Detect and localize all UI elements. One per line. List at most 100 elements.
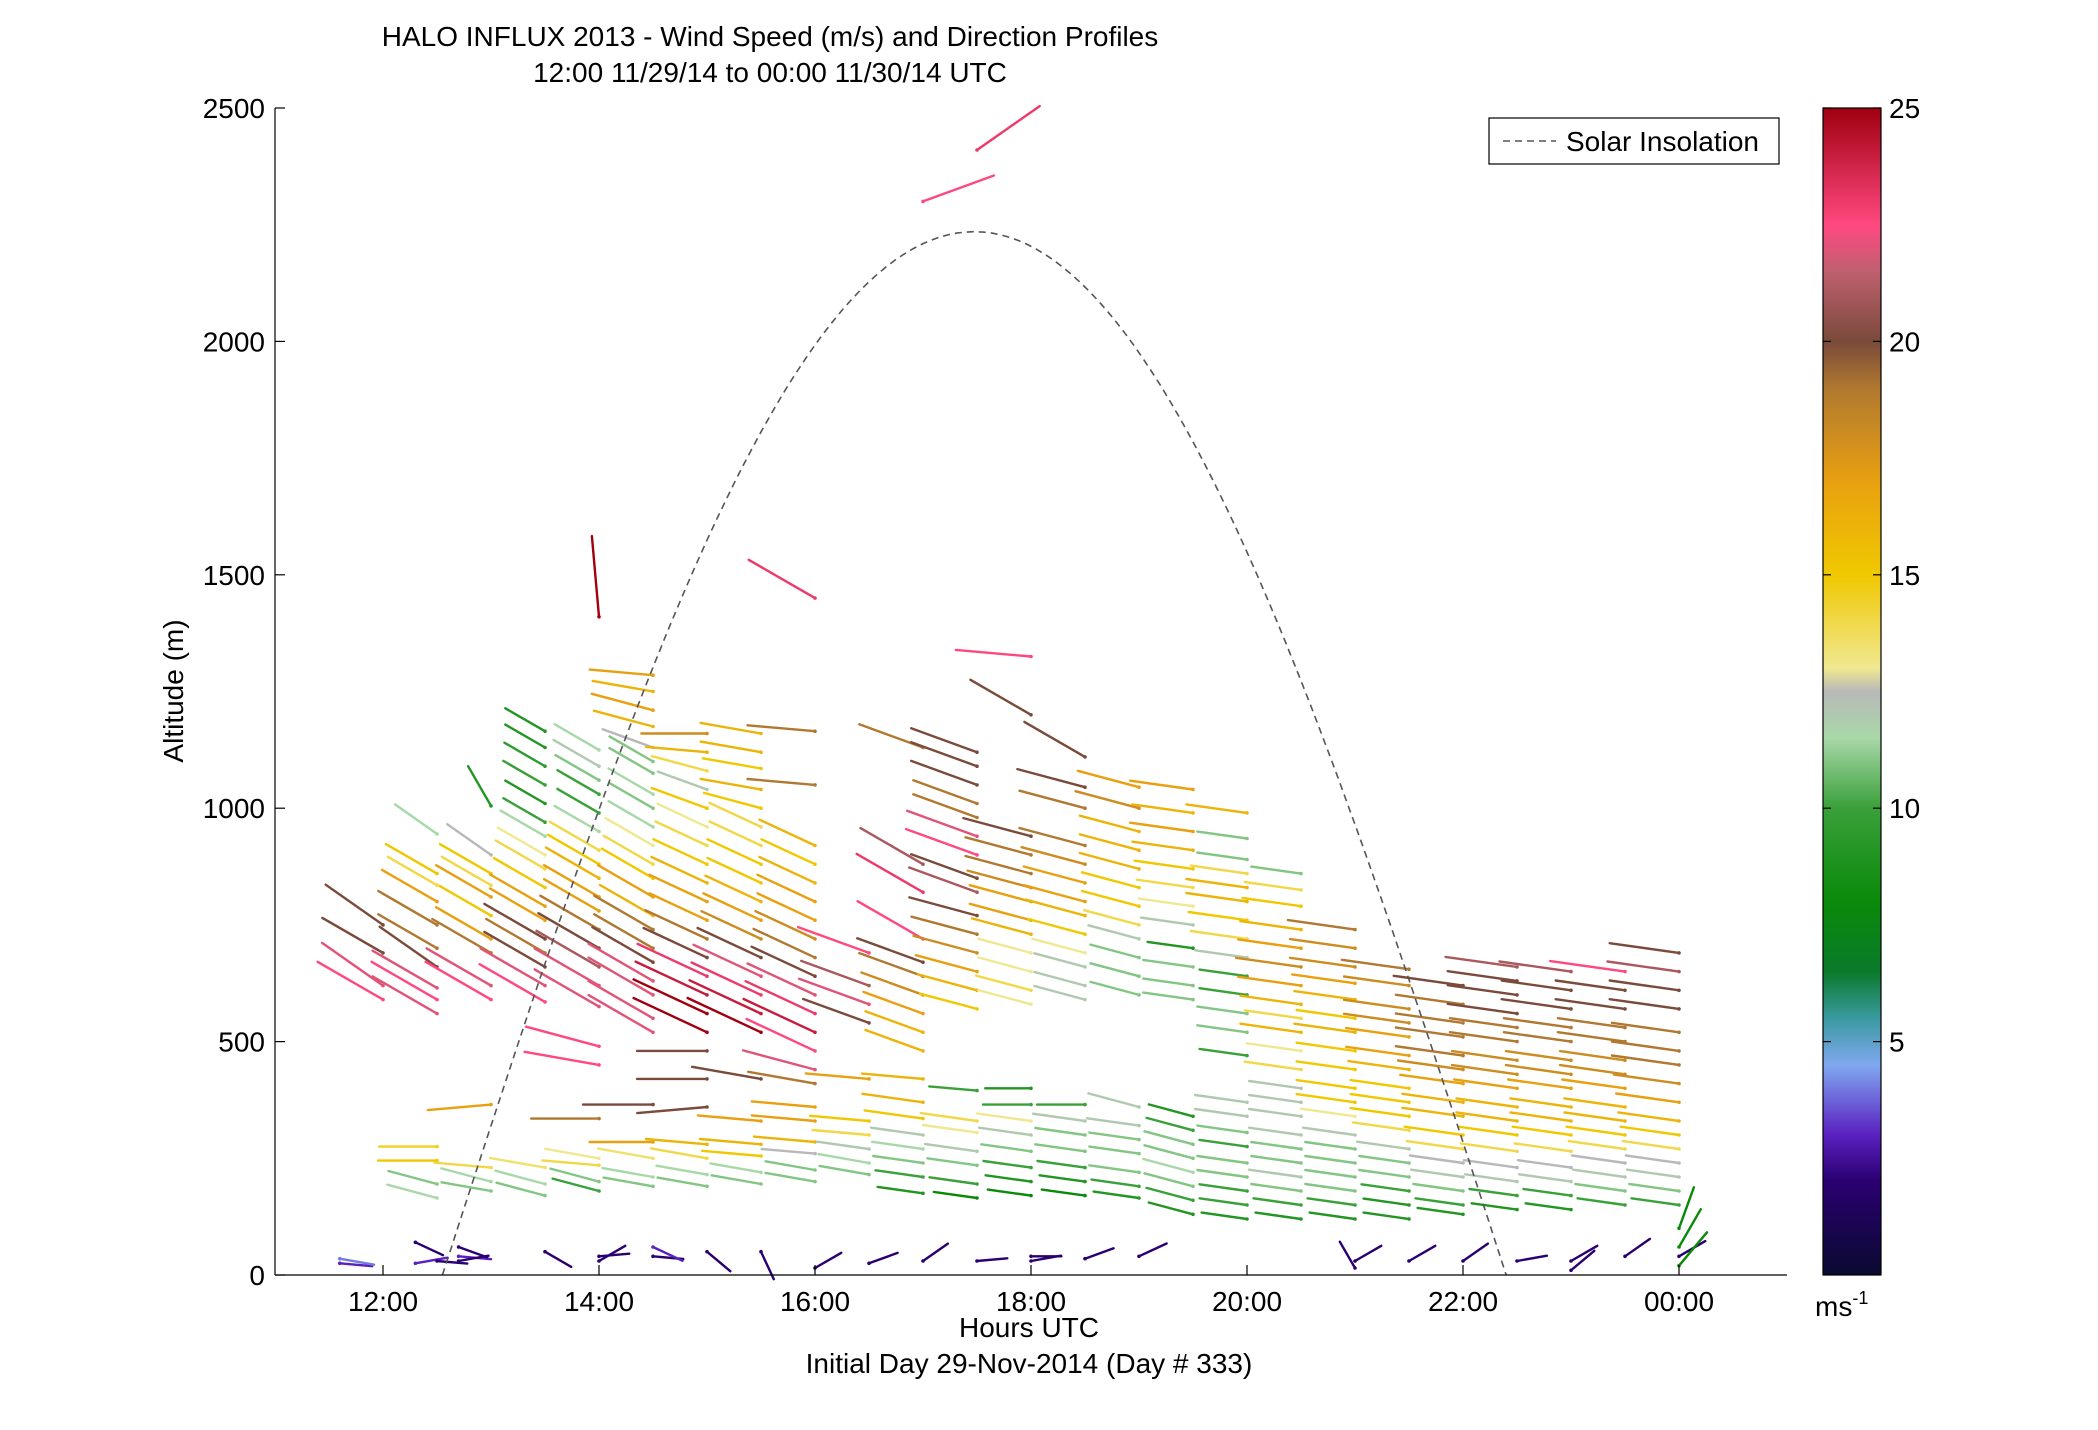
wind-barb-origin: [975, 1182, 979, 1186]
wind-barb: [754, 910, 817, 941]
wind-barb-origin: [597, 792, 601, 796]
wind-barb: [602, 1176, 655, 1188]
wind-barb-origin: [435, 871, 439, 876]
wind-barb-origin: [705, 918, 709, 922]
wind-barb: [969, 678, 1033, 716]
wind-barb-origin: [867, 1119, 871, 1123]
wind-barb: [1295, 1078, 1357, 1090]
wind-barb-origin: [1245, 1011, 1249, 1016]
wind-barb-origin: [1461, 1161, 1465, 1165]
wind-barb: [747, 558, 817, 600]
wind-barb: [910, 759, 979, 787]
wind-barb-origin: [1191, 946, 1195, 950]
wind-barb-origin: [1569, 1207, 1573, 1212]
wind-barb: [1344, 1045, 1411, 1057]
wind-barb: [871, 1140, 925, 1151]
wind-barb: [504, 723, 547, 749]
wind-barb-origin: [489, 937, 493, 941]
wind-barb: [708, 801, 763, 829]
wind-barb-origin: [651, 843, 655, 848]
wind-barb-origin: [705, 1142, 709, 1147]
wind-barb: [414, 1256, 449, 1265]
wind-barb: [556, 787, 601, 815]
wind-barb: [1295, 1092, 1357, 1104]
wind-barb: [1034, 1126, 1087, 1137]
wind-barb-origin: [1515, 1207, 1519, 1212]
wind-barb-origin: [1245, 1161, 1249, 1165]
wind-barb: [552, 738, 601, 768]
wind-barb-origin: [1677, 951, 1681, 955]
wind-barb-origin: [975, 801, 979, 806]
wind-barb: [1567, 1139, 1627, 1151]
wind-barb: [591, 679, 655, 693]
wind-barb-origin: [867, 983, 871, 988]
wind-barb: [608, 735, 655, 763]
wind-barb: [876, 1185, 925, 1195]
wind-barb-origin: [1515, 1058, 1519, 1063]
wind-barb-origin: [813, 955, 817, 960]
wind-barb: [1247, 1168, 1303, 1179]
wind-barb: [1036, 1159, 1087, 1169]
wind-barb-origin: [1083, 881, 1087, 885]
wind-barb: [914, 954, 979, 973]
wind-barb-origin: [1569, 1039, 1573, 1044]
wind-barb: [548, 820, 601, 852]
wind-barb-origin: [1137, 923, 1141, 927]
wind-barb-origin: [813, 1049, 817, 1053]
wind-barb: [1394, 1012, 1465, 1025]
wind-barb: [750, 945, 817, 978]
wind-barb-origin: [705, 974, 709, 978]
wind-barb: [1020, 846, 1087, 866]
wind-barb-origin: [543, 820, 547, 824]
wind-barb: [1398, 1073, 1465, 1085]
wind-barb: [1621, 1139, 1681, 1151]
wind-barb-origin: [1407, 1259, 1411, 1263]
wind-barb: [544, 1147, 601, 1160]
wind-barb: [1608, 998, 1681, 1011]
wind-barb-origin: [1461, 1035, 1465, 1039]
wind-barb: [1247, 1093, 1303, 1104]
wind-barb-origin: [705, 1011, 709, 1016]
wind-barb-origin: [1191, 1156, 1195, 1161]
wind-barb: [1347, 1059, 1411, 1071]
wind-barb: [393, 803, 439, 836]
wind-barb: [696, 926, 763, 959]
wind-barb: [1092, 1190, 1141, 1200]
wind-barb-origin: [651, 1016, 655, 1021]
wind-barb-origin: [1515, 1149, 1519, 1154]
wind-barb: [541, 1159, 601, 1167]
wind-barb-origin: [1407, 1086, 1411, 1091]
wind-barb: [1288, 956, 1357, 969]
wind-barb: [1509, 1097, 1573, 1109]
wind-barb: [742, 997, 817, 1034]
wind-barb: [608, 781, 655, 810]
wind-barb: [608, 746, 655, 775]
wind-barb: [813, 1251, 843, 1270]
wind-barb-origin: [759, 1030, 763, 1035]
wind-barb: [1444, 955, 1519, 969]
wind-barb-origin: [1137, 829, 1141, 834]
wind-barb: [811, 1128, 871, 1137]
wind-barb-origin: [1515, 1105, 1519, 1109]
wind-barb: [1563, 1111, 1627, 1123]
wind-barb: [1340, 958, 1411, 971]
wind-barb-origin: [1299, 1100, 1303, 1105]
wind-barb: [1088, 1131, 1141, 1141]
wind-barb: [466, 765, 493, 808]
wind-barb: [587, 993, 655, 1034]
wind-barb: [975, 1112, 1033, 1123]
wind-barb-origin: [867, 1261, 871, 1266]
wind-barb-origin: [1461, 1175, 1465, 1179]
wind-barb: [1401, 1106, 1465, 1118]
wind-barb: [756, 892, 817, 922]
wind-barb-origin: [1569, 969, 1573, 974]
y-tick-label: 2500: [203, 93, 265, 124]
wind-barb: [1619, 1125, 1681, 1137]
wind-barb: [704, 874, 763, 903]
wind-barb: [804, 1072, 871, 1081]
wind-barb-origin: [1515, 1259, 1519, 1263]
wind-barb-origin: [1569, 1086, 1573, 1091]
wind-barb-origin: [867, 1172, 871, 1177]
wind-barb: [856, 900, 925, 941]
wind-barb: [593, 913, 655, 950]
